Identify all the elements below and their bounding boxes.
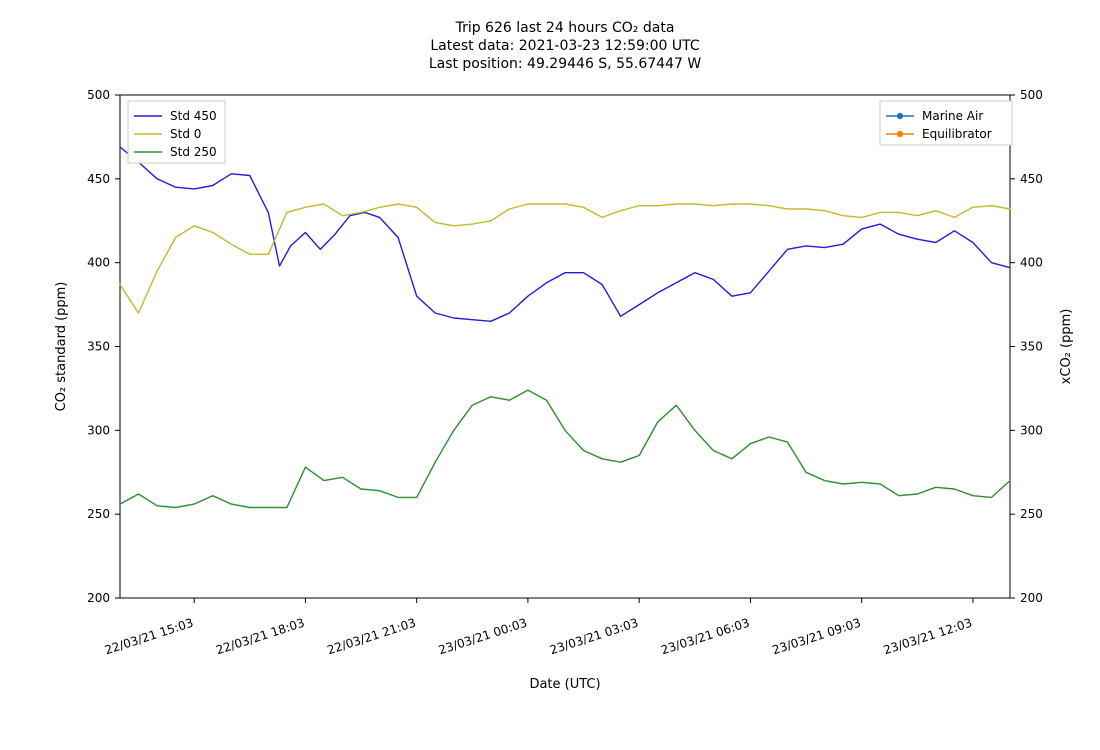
series-line [120,147,1010,321]
y-right-tick-label: 300 [1020,423,1043,437]
y-left-tick-label: 400 [87,256,110,270]
x-tick-label: 22/03/21 15:03 [103,616,195,658]
y-right-tick-label: 350 [1020,340,1043,354]
legend-label: Std 450 [170,109,217,123]
y-left-tick-label: 200 [87,591,110,605]
y-right-tick-label: 200 [1020,591,1043,605]
legend: Std 450 Std 0 Std 250 [128,101,225,163]
legend-marker [897,131,903,137]
series-line [120,204,1010,313]
legend-label: Marine Air [922,109,983,123]
plot-area [120,95,1010,598]
y-right-tick-label: 450 [1020,172,1043,186]
chart-svg: Trip 626 last 24 hours CO₂ data Latest da… [0,0,1100,750]
x-tick-label: 22/03/21 21:03 [325,616,417,658]
title-line-1: Trip 626 last 24 hours CO₂ data [455,20,675,36]
y-left-tick-label: 350 [87,340,110,354]
x-tick-label: 23/03/21 12:03 [882,616,974,658]
x-tick-label: 23/03/21 03:03 [548,616,640,658]
series-line [120,390,1010,507]
legend-label: Std 0 [170,127,201,141]
y-left-tick-label: 450 [87,172,110,186]
chart-container: Trip 626 last 24 hours CO₂ data Latest da… [0,0,1100,750]
y-right-axis-label: xCO₂ (ppm) [1059,309,1074,385]
x-tick-label: 22/03/21 18:03 [214,616,306,658]
x-tick-label: 23/03/21 00:03 [437,616,529,658]
title-line-2: Latest data: 2021-03-23 12:59:00 UTC [430,38,700,54]
y-right-tick-label: 400 [1020,256,1043,270]
legend-marker [897,113,903,119]
x-tick-label: 23/03/21 06:03 [659,616,751,658]
y-left-tick-label: 300 [87,423,110,437]
y-left-tick-label: 500 [87,88,110,102]
legend-label: Equilibrator [922,127,992,141]
y-left-tick-label: 250 [87,507,110,521]
x-axis-label: Date (UTC) [529,677,600,692]
y-right-tick-label: 500 [1020,88,1043,102]
legend: Marine Air Equilibrator [880,101,1012,145]
x-tick-label: 23/03/21 09:03 [770,616,862,658]
legend-label: Std 250 [170,145,217,159]
y-right-tick-label: 250 [1020,507,1043,521]
y-left-axis-label: CO₂ standard (ppm) [54,282,69,412]
title-line-3: Last position: 49.29446 S, 55.67447 W [429,56,702,72]
